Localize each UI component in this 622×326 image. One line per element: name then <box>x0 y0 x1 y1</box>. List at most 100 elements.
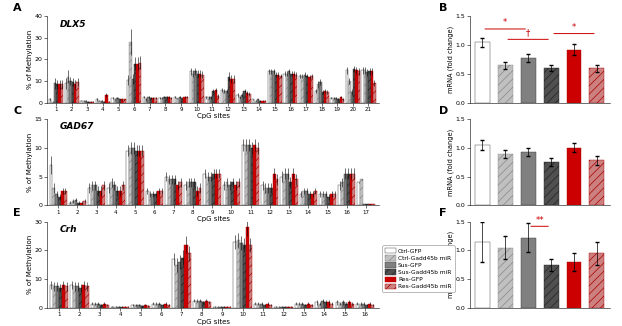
Bar <box>368 304 371 308</box>
Bar <box>233 242 236 308</box>
Bar <box>259 100 261 103</box>
Bar <box>245 145 248 205</box>
Bar <box>83 201 86 205</box>
Bar <box>196 191 198 205</box>
Bar <box>319 194 322 205</box>
Bar <box>327 302 330 308</box>
Bar <box>222 307 225 308</box>
Bar <box>357 182 360 205</box>
Bar <box>170 179 174 205</box>
Bar <box>307 304 310 308</box>
Bar <box>277 75 279 103</box>
Bar <box>270 188 272 205</box>
Bar <box>226 182 228 205</box>
Bar <box>165 97 168 103</box>
Bar <box>225 307 228 308</box>
Bar <box>161 305 164 308</box>
Text: A: A <box>13 3 22 13</box>
Bar <box>117 307 120 308</box>
Bar <box>190 71 192 103</box>
Bar <box>121 99 123 103</box>
Bar <box>233 79 235 103</box>
Bar <box>322 194 325 205</box>
Bar <box>372 204 374 205</box>
Bar <box>100 191 103 205</box>
Bar <box>228 77 230 103</box>
Bar <box>160 98 163 103</box>
Bar <box>205 97 208 103</box>
Bar <box>105 95 108 103</box>
Bar <box>174 179 177 205</box>
Bar <box>129 148 132 205</box>
Bar <box>365 305 368 308</box>
Bar <box>223 91 226 103</box>
Bar <box>344 174 346 205</box>
Bar <box>281 307 284 308</box>
Bar <box>96 304 100 308</box>
Bar <box>172 259 175 308</box>
Bar <box>187 182 190 205</box>
Bar <box>299 76 301 103</box>
Bar <box>475 42 490 103</box>
Text: DLX5: DLX5 <box>60 20 86 29</box>
Bar <box>122 185 124 205</box>
Bar <box>132 148 135 205</box>
Bar <box>127 80 129 103</box>
Bar <box>279 76 282 103</box>
Bar <box>261 185 264 205</box>
Bar <box>321 301 324 308</box>
Bar <box>246 93 248 103</box>
Bar <box>154 194 157 205</box>
Bar <box>330 98 333 103</box>
Bar <box>196 301 199 308</box>
Bar <box>193 301 196 308</box>
Bar <box>123 307 126 308</box>
Text: †: † <box>526 29 530 37</box>
Bar <box>309 77 310 103</box>
Bar <box>353 69 355 103</box>
Bar <box>58 197 61 205</box>
Bar <box>184 185 187 205</box>
Bar <box>276 179 279 205</box>
Bar <box>145 99 147 103</box>
Bar <box>208 302 211 308</box>
Bar <box>138 151 141 205</box>
Bar <box>272 71 275 103</box>
Bar <box>368 71 371 103</box>
Bar <box>521 58 536 103</box>
Bar <box>177 185 179 205</box>
Bar <box>314 191 317 205</box>
Bar <box>216 307 219 308</box>
Bar <box>174 97 176 103</box>
Bar <box>100 305 103 308</box>
Bar <box>341 182 344 205</box>
Bar <box>253 145 256 205</box>
Bar <box>141 151 144 205</box>
Bar <box>230 79 233 103</box>
Text: GAD67: GAD67 <box>60 123 95 131</box>
Bar <box>283 174 286 205</box>
Bar <box>333 98 335 103</box>
Bar <box>498 248 513 308</box>
Bar <box>203 174 207 205</box>
Bar <box>252 99 254 103</box>
Bar <box>205 301 208 308</box>
Bar <box>248 94 251 103</box>
X-axis label: CpG sites: CpG sites <box>197 319 230 325</box>
Bar <box>243 91 246 103</box>
Bar <box>498 65 513 103</box>
Bar <box>234 185 237 205</box>
Bar <box>267 71 270 103</box>
Bar <box>106 305 109 308</box>
Bar <box>371 305 374 308</box>
Bar <box>270 71 272 103</box>
Bar <box>358 71 360 103</box>
Bar <box>141 306 144 308</box>
Bar <box>218 174 221 205</box>
Bar <box>94 185 96 205</box>
Bar <box>53 83 56 103</box>
Bar <box>274 307 277 308</box>
Bar <box>52 102 53 103</box>
Bar <box>290 307 293 308</box>
Bar <box>85 100 87 103</box>
